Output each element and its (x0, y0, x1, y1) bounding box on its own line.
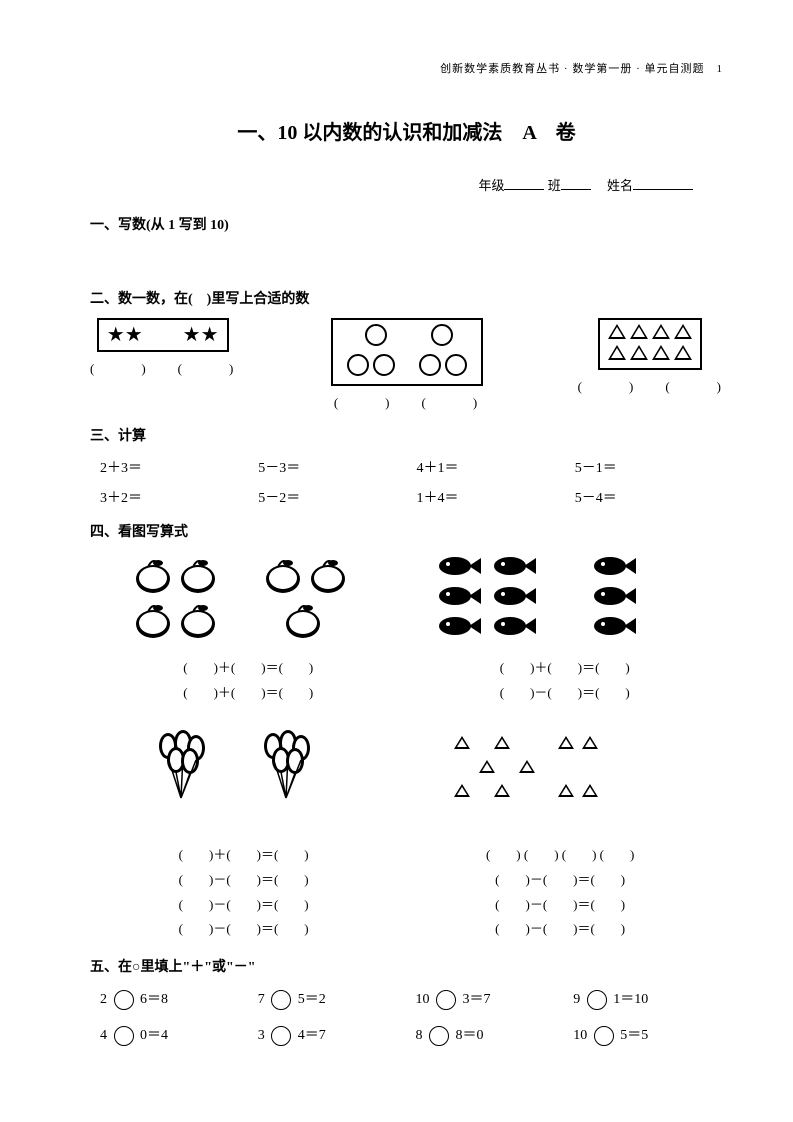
paren[interactable]: ( ) ( ) (90, 358, 235, 377)
section-2: 二、数一数，在( )里写上合适的数 (90, 288, 723, 308)
class-blank[interactable] (561, 175, 591, 190)
q5-item[interactable]: 8 8＝0 (416, 1024, 556, 1046)
fish-group (435, 551, 685, 646)
section-3: 三、计算 (90, 425, 723, 445)
calc-item[interactable]: 3＋2＝ (100, 487, 238, 507)
tri-group (450, 723, 670, 833)
q2-triangles: ( ) ( ) (578, 318, 723, 395)
eq-right-1[interactable]: ( )＋( )＝( ) ( )－( )＝( ) (500, 656, 630, 705)
q5-item[interactable]: 9 1＝10 (573, 988, 713, 1010)
student-info: 年级 班 姓名 (90, 175, 723, 194)
name-blank[interactable] (633, 175, 693, 190)
page-header: 创新数学素质教育丛书 · 数学第一册 · 单元自测题 1 (90, 60, 723, 76)
q5-item[interactable]: 10 3＝7 (416, 988, 556, 1010)
q5-item[interactable]: 2 6＝8 (100, 988, 240, 1010)
calc-grid: 2＋3＝ 5－3＝ 4＋1＝ 5－1＝ 3＋2＝ 5－2＝ 1＋4＝ 5－4＝ (100, 457, 713, 507)
balloon-icon (143, 723, 343, 833)
q2-stars: ★★ ★★ ( ) ( ) (90, 318, 235, 377)
peaches-group (128, 551, 358, 646)
calc-item[interactable]: 5－3＝ (258, 457, 396, 477)
balloons-group (143, 723, 343, 833)
q5-item[interactable]: 7 5＝2 (258, 988, 398, 1010)
name-label: 姓名 (607, 178, 633, 193)
paren[interactable]: ( ) ( ) (331, 392, 483, 411)
paren[interactable]: ( ) ( ) (578, 376, 723, 395)
grade-blank[interactable] (504, 175, 544, 190)
calc-item[interactable]: 5－2＝ (258, 487, 396, 507)
section-1: 一、写数(从 1 写到 10) (90, 214, 723, 234)
class-label: 班 (548, 178, 561, 193)
q5-grid: 2 6＝8 7 5＝2 10 3＝7 9 1＝10 4 0＝4 3 4＝7 8 … (100, 988, 713, 1046)
fish-icon (435, 551, 685, 646)
q5-item[interactable]: 10 5＝5 (573, 1024, 713, 1046)
calc-item[interactable]: 4＋1＝ (417, 457, 555, 477)
title: 一、10 以内数的认识和加减法 A 卷 (90, 116, 723, 145)
section-5: 五、在○里填上"＋"或"－" (90, 956, 723, 976)
calc-item[interactable]: 1＋4＝ (417, 487, 555, 507)
calc-item[interactable]: 5－4＝ (575, 487, 713, 507)
eq-left-2[interactable]: ( )＋( )＝( ) ( )－( )＝( ) ( )－( )＝( ) ( )－… (179, 843, 309, 942)
calc-item[interactable]: 2＋3＝ (100, 457, 238, 477)
eq-right-2[interactable]: ( ) ( ) ( ) ( ) ( )－( )＝( ) ( )－( )＝( ) … (486, 843, 634, 942)
q5-item[interactable]: 3 4＝7 (258, 1024, 398, 1046)
calc-item[interactable]: 5－1＝ (575, 457, 713, 477)
q5-item[interactable]: 4 0＝4 (100, 1024, 240, 1046)
q2-circles: ( ) ( ) (331, 318, 483, 411)
section-4: 四、看图写算式 (90, 521, 723, 541)
q2-figures: ★★ ★★ ( ) ( ) ( ) ( ) ( ) ( ) (90, 318, 723, 411)
eq-left-1[interactable]: ( )＋( )＝( ) ( )＋( )＝( ) (183, 656, 313, 705)
grade-label: 年级 (478, 178, 504, 193)
peach-icon (128, 551, 358, 646)
